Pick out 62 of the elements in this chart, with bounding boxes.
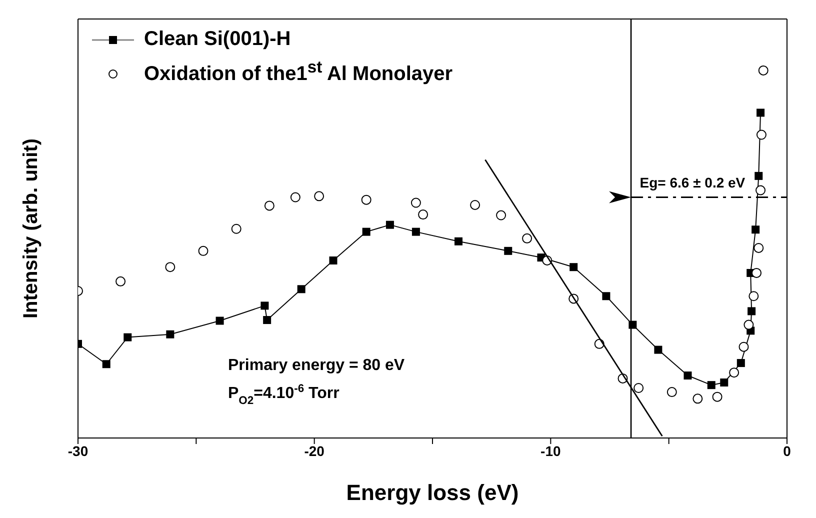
point xyxy=(752,226,760,234)
point xyxy=(418,210,428,220)
point xyxy=(754,242,764,253)
point xyxy=(297,285,306,294)
point xyxy=(410,198,421,208)
point xyxy=(666,387,677,398)
legend-label: Oxidation of the1$^{st}$ Al Monolayer xyxy=(144,57,453,85)
point xyxy=(198,246,208,256)
x-axis-title: Energy loss (eV) xyxy=(346,480,519,505)
point xyxy=(231,224,242,234)
point xyxy=(216,316,224,325)
point xyxy=(522,233,532,244)
point xyxy=(454,237,462,246)
point xyxy=(634,383,644,394)
point xyxy=(412,228,420,236)
point xyxy=(748,291,759,302)
point xyxy=(470,200,480,210)
legend-label: Clean Si(001)-H xyxy=(144,28,291,50)
point xyxy=(720,378,728,386)
point xyxy=(362,228,370,236)
x-tick-label: -10 xyxy=(540,442,561,459)
point xyxy=(738,342,749,352)
point xyxy=(756,108,765,117)
point xyxy=(361,194,372,205)
point xyxy=(263,316,272,324)
annotation: Primary energy = 80 eV xyxy=(228,357,405,374)
point xyxy=(504,246,512,255)
point xyxy=(758,65,768,76)
point xyxy=(116,276,126,286)
point xyxy=(290,192,300,202)
point xyxy=(602,292,610,300)
point xyxy=(712,392,722,402)
point xyxy=(748,307,756,316)
point xyxy=(754,172,763,180)
point xyxy=(729,368,740,378)
point xyxy=(628,320,637,329)
point xyxy=(736,359,745,368)
point xyxy=(166,330,174,338)
x-tick-label: 0 xyxy=(783,442,792,459)
point xyxy=(386,220,394,229)
point xyxy=(314,191,324,202)
point xyxy=(496,210,506,220)
point xyxy=(329,256,338,264)
point xyxy=(124,333,132,342)
point xyxy=(692,394,703,404)
point xyxy=(264,200,274,211)
x-tick-label: -20 xyxy=(304,442,325,459)
point xyxy=(165,262,176,272)
point xyxy=(752,268,762,278)
x-tick-label: -30 xyxy=(68,442,88,459)
point xyxy=(654,346,662,354)
annotation: Eg= 6.6 ± 0.2 eV xyxy=(640,174,746,190)
point xyxy=(756,130,766,140)
point xyxy=(756,185,766,196)
annotation: P$_{O2}$=4.10$^{-6}$ Torr xyxy=(228,383,340,407)
point xyxy=(570,263,578,272)
point xyxy=(744,320,754,330)
point xyxy=(260,302,269,310)
y-axis-title: Intensity (arb. unit) xyxy=(20,138,42,318)
point xyxy=(707,381,716,390)
point xyxy=(102,360,110,368)
point xyxy=(684,372,692,380)
